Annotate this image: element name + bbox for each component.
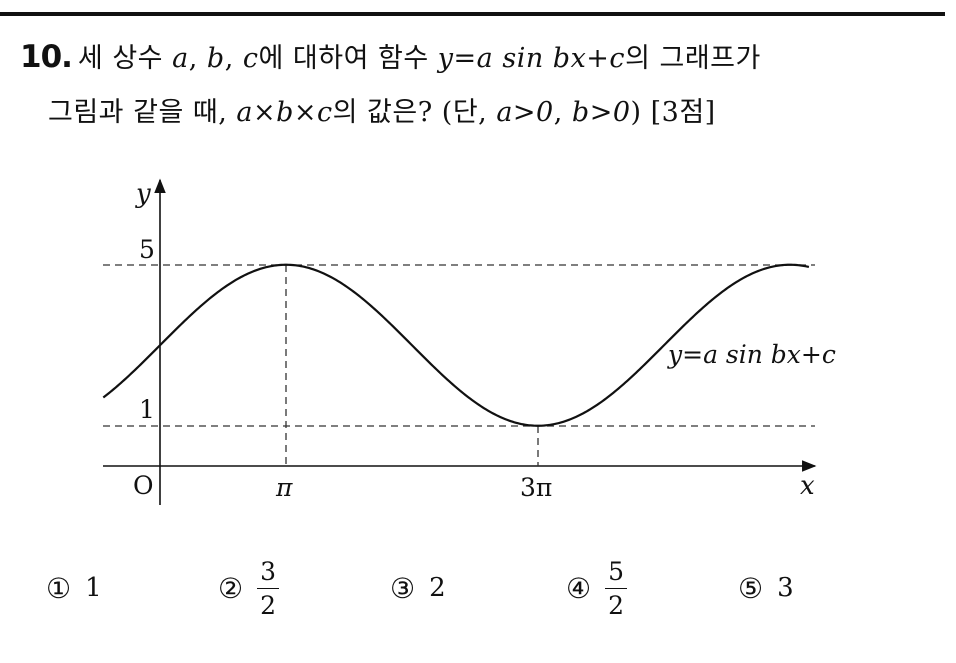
question-line-2: 그림과 같을 때, a×b×c의 값은? (단, a>0, b>0) [3점] [48, 90, 716, 129]
y-tick-label: 5 [139, 235, 155, 264]
choice-mark: ③ [390, 571, 416, 605]
x-tick-label: 3π [520, 473, 552, 502]
comma: , [188, 43, 207, 74]
choice-value: 3 [777, 573, 794, 603]
choice-fraction: 5 2 [605, 559, 628, 620]
choice-5[interactable]: ⑤ 3 [738, 548, 794, 628]
choice-mark: ⑤ [738, 571, 764, 605]
choice-value: 1 [85, 573, 102, 603]
choice-value: 2 [429, 573, 446, 603]
condition-b: b>0 [571, 97, 631, 128]
fraction-numerator: 5 [605, 559, 628, 589]
x-tick-label: π [275, 473, 293, 502]
y-axis-label: y [135, 179, 151, 209]
function-equation: y=a sin bx+c [437, 43, 626, 74]
var-b: b [206, 43, 225, 74]
question-text: 세 상수 [77, 43, 173, 74]
choice-mark: ② [218, 571, 244, 605]
var-a: a [172, 43, 189, 74]
y-tick-label: 1 [139, 395, 155, 424]
choice-3[interactable]: ③ 2 [390, 548, 446, 628]
curve-label: y=a sin bx+c [667, 340, 836, 369]
comma: , [224, 43, 243, 74]
var-c: c [242, 43, 259, 74]
sine-graph: y x O 5 1 π 3π y=a sin bx+c [102, 178, 836, 505]
question-text: 의 값은? (단, [332, 97, 497, 128]
fraction-denominator: 2 [260, 590, 277, 620]
question-text: 의 그래프가 [625, 43, 761, 74]
question-line-1: 10. 세 상수 a, b, c에 대하여 함수 y=a sin bx+c의 그래… [20, 36, 761, 75]
top-rule [0, 12, 945, 16]
product-expression: a×b×c [236, 97, 333, 128]
comma: , [553, 97, 572, 128]
choice-1[interactable]: ① 1 [46, 548, 102, 628]
question-text: 에 대하여 함수 [258, 43, 438, 74]
answer-choices: ① 1 ② 3 2 ③ 2 ④ 5 2 ⑤ 3 [0, 548, 956, 628]
x-axis-label: x [800, 471, 815, 501]
question-points: ) [3점] [630, 97, 716, 128]
sine-curve [102, 263, 810, 427]
fraction-denominator: 2 [608, 590, 625, 620]
question-number: 10. [20, 39, 73, 75]
choice-2[interactable]: ② 3 2 [218, 548, 280, 628]
origin-label: O [133, 471, 154, 500]
choice-mark: ④ [566, 571, 592, 605]
condition-a: a>0 [496, 97, 554, 128]
question-text: 그림과 같을 때, [48, 97, 237, 128]
choice-4[interactable]: ④ 5 2 [566, 548, 628, 628]
choice-mark: ① [46, 571, 72, 605]
choice-fraction: 3 2 [257, 559, 280, 620]
fraction-numerator: 3 [257, 559, 280, 589]
